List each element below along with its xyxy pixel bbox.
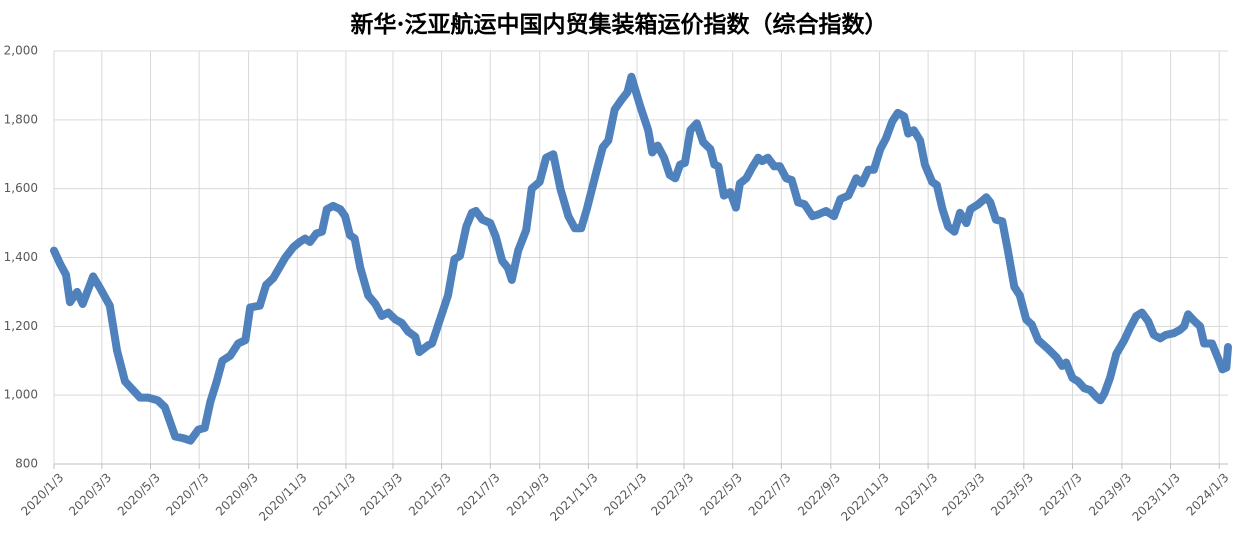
y-tick-label: 1,200: [4, 319, 38, 333]
y-tick-label: 1,400: [4, 250, 38, 264]
y-tick-label: 1,000: [4, 388, 38, 402]
x-tick-label: 2023/1/3: [892, 470, 940, 518]
x-tick-label: 2023/5/3: [988, 470, 1036, 518]
x-tick-label: 2021/1/3: [310, 470, 358, 518]
x-tick-label: 2020/5/3: [115, 470, 163, 518]
data-line: [50, 72, 1232, 445]
y-tick-label: 2,000: [4, 44, 38, 58]
x-tick-label: 2022/11/3: [838, 470, 891, 523]
x-tick-label: 2020/9/3: [213, 470, 261, 518]
x-tick-label: 2022/1/3: [601, 470, 649, 518]
x-tick-label: 2021/3/3: [357, 470, 405, 518]
x-tick-label: 2023/3/3: [940, 470, 988, 518]
x-tick-label: 2020/1/3: [18, 470, 66, 518]
x-tick-label: 2021/5/3: [406, 470, 454, 518]
chart-title: 新华·泛亚航运中国内贸集装箱运价指数（综合指数）: [350, 11, 887, 38]
x-tick-label: 2021/7/3: [455, 470, 503, 518]
x-tick-label: 2023/11/3: [1130, 470, 1183, 523]
x-tick-label: 2024/1/3: [1184, 470, 1232, 518]
x-tick-label: 2022/3/3: [648, 470, 696, 518]
x-tick-label: 2020/7/3: [163, 470, 211, 518]
x-tick-label: 2023/9/3: [1086, 470, 1134, 518]
y-tick-label: 1,800: [4, 112, 38, 126]
y-tick-label: 800: [15, 457, 38, 471]
x-tick-label: 2022/5/3: [697, 470, 745, 518]
x-tick-label: 2020/3/3: [66, 470, 114, 518]
x-tick-label: 2021/9/3: [504, 470, 552, 518]
x-tick-label: 2020/11/3: [256, 470, 309, 523]
y-tick-label: 1,600: [4, 181, 38, 195]
x-tick-label: 2022/9/3: [795, 470, 843, 518]
x-tick-label: 2021/11/3: [547, 470, 600, 523]
x-tick-label: 2023/7/3: [1037, 470, 1085, 518]
x-tick-label: 2022/7/3: [746, 470, 794, 518]
